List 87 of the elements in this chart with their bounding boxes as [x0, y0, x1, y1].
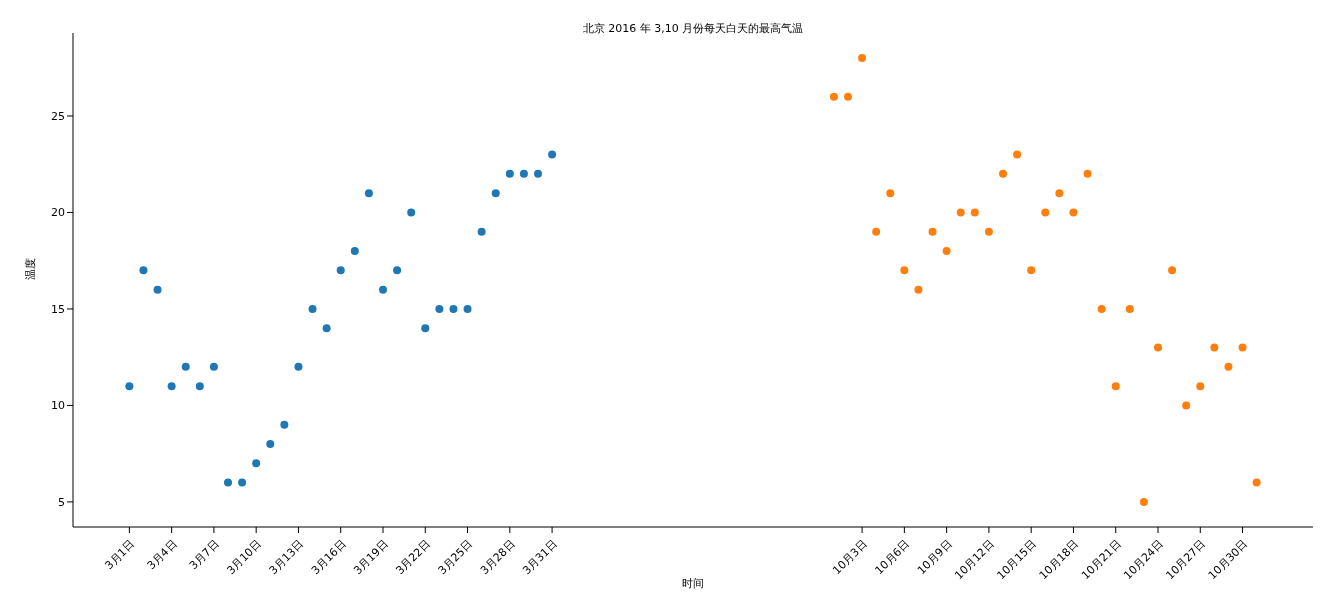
point	[350, 247, 359, 256]
point	[872, 227, 881, 236]
x-tick-label: 10月15日	[994, 537, 1039, 583]
x-tick-label: 10月24日	[1121, 537, 1166, 583]
point	[505, 169, 514, 178]
point	[139, 266, 148, 275]
point	[477, 227, 486, 236]
point	[322, 324, 331, 333]
point	[1097, 304, 1106, 313]
point	[224, 478, 232, 487]
point	[1055, 189, 1064, 198]
point	[858, 54, 867, 63]
point	[1125, 304, 1134, 313]
point	[252, 459, 261, 468]
point	[491, 189, 500, 198]
point	[829, 92, 838, 101]
point	[266, 440, 275, 449]
point	[886, 189, 895, 198]
point	[1224, 362, 1233, 371]
point	[1252, 478, 1261, 487]
x-tick-label: 3月4日	[144, 537, 180, 573]
y-tick-label: 20	[51, 206, 65, 220]
point	[125, 382, 134, 391]
x-tick-label: 3月13日	[266, 537, 307, 578]
point	[449, 304, 458, 313]
point	[364, 189, 373, 198]
point	[1139, 497, 1148, 506]
point	[209, 362, 218, 371]
point	[195, 382, 204, 391]
y-tick-label: 25	[51, 109, 65, 123]
point	[435, 304, 444, 313]
point	[393, 266, 402, 275]
point	[336, 266, 345, 275]
x-axis-title: 时间	[682, 577, 704, 590]
point	[970, 208, 979, 217]
x-tick-label: 3月31日	[520, 537, 560, 578]
point	[1210, 343, 1219, 352]
point	[181, 362, 190, 371]
point	[407, 208, 416, 217]
y-axis-title: 温度	[23, 258, 37, 280]
point	[914, 285, 923, 294]
y-tick-label: 10	[51, 399, 65, 413]
x-tick-label: 3月22日	[393, 537, 434, 578]
x-tick-label: 3月1日	[102, 537, 138, 573]
point	[153, 285, 162, 294]
y-tick-label: 5	[58, 495, 65, 509]
point	[294, 362, 303, 371]
chart-title: 北京 2016 年 3,10 月份每天白天的最高气温	[581, 21, 805, 36]
x-tick-label: 3月10日	[224, 537, 264, 578]
x-tick-label: 3月28日	[478, 537, 518, 578]
point	[1182, 401, 1191, 410]
point	[519, 169, 528, 178]
x-tick-label: 10月9日	[914, 537, 955, 578]
point	[1168, 266, 1177, 275]
point	[238, 478, 247, 487]
point	[308, 304, 317, 313]
point	[928, 227, 937, 236]
x-tick-label: 10月12日	[952, 537, 997, 583]
x-tick-label: 3月25日	[435, 537, 476, 578]
point	[534, 169, 542, 178]
point	[280, 420, 289, 429]
point	[1154, 343, 1162, 352]
point	[1041, 208, 1050, 217]
x-tick-label: 10月3日	[830, 537, 870, 578]
x-tick-label: 3月19日	[351, 537, 391, 578]
x-tick-label: 10月6日	[872, 537, 913, 578]
point	[1083, 169, 1092, 178]
point	[421, 324, 430, 333]
point	[900, 266, 909, 275]
y-tick-label: 15	[51, 302, 65, 316]
x-tick-label: 3月7日	[187, 537, 222, 573]
point	[956, 208, 965, 217]
point	[1069, 208, 1078, 217]
point	[942, 247, 951, 256]
point	[844, 92, 852, 101]
point	[379, 285, 387, 294]
point	[548, 150, 557, 159]
point	[1027, 266, 1036, 275]
point	[999, 169, 1007, 178]
point	[984, 227, 993, 236]
point	[1196, 382, 1205, 391]
point	[463, 304, 472, 313]
point	[167, 382, 176, 391]
x-tick-label: 3月16日	[308, 537, 349, 578]
point	[1013, 150, 1022, 159]
point	[1238, 343, 1247, 352]
point	[1111, 382, 1120, 391]
